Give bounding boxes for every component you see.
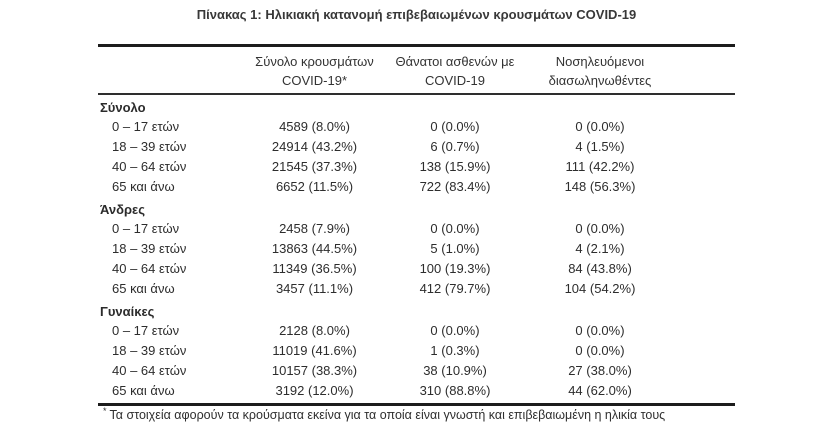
intubated-value: 27 (38.0%): [568, 363, 632, 378]
table-row: 0 – 17 ετών 2128 (8.0%) 0 (0.0%) 0 (0.0%…: [98, 321, 735, 341]
cases-value: 11349 (36.5%): [272, 261, 357, 276]
table-row: 65 και άνω 3457 (11.1%) 412 (79.7%) 104 …: [98, 279, 735, 299]
cases-value: 24914 (43.2%): [271, 139, 358, 154]
intubated-value: 4 (1.5%): [575, 139, 625, 154]
deaths-value: 38 (10.9%): [423, 363, 487, 378]
section-label: Σύνολο: [100, 100, 146, 115]
row-spacer-cell: [681, 341, 735, 361]
table-title: Πίνακας 1: Ηλικιακή κατανομή επιβεβαιωμέ…: [196, 7, 637, 22]
row-spacer-cell: [681, 219, 735, 239]
column-header-line: Νοσηλευόμενοι: [555, 54, 645, 69]
table-row: 65 και άνω 3192 (12.0%) 310 (88.8%) 44 (…: [98, 381, 735, 401]
row-spacer-cell: [681, 259, 735, 279]
cases-value: 2128 (8.0%): [279, 323, 350, 338]
header-empty-cell: [98, 52, 238, 90]
section-label: Άνδρες: [100, 202, 145, 217]
age-group-label: 18 – 39 ετών: [112, 343, 187, 358]
footnote-asterisk: *: [103, 406, 107, 416]
cases-value: 11019 (41.6%): [272, 343, 357, 358]
cases-value: 10157 (38.3%): [271, 363, 358, 378]
table-row: 40 – 64 ετών 11349 (36.5%) 100 (19.3%) 8…: [98, 259, 735, 279]
age-group-label: 18 – 39 ετών: [112, 139, 187, 154]
age-group-label: 40 – 64 ετών: [112, 261, 187, 276]
deaths-value: 138 (15.9%): [419, 159, 491, 174]
age-group-label: 0 – 17 ετών: [112, 119, 180, 134]
deaths-value: 6 (0.7%): [430, 139, 480, 154]
table-row: 18 – 39 ετών 13863 (44.5%) 5 (1.0%) 4 (2…: [98, 239, 735, 259]
intubated-value: 111 (42.2%): [565, 159, 635, 174]
row-spacer-cell: [681, 117, 735, 137]
row-spacer-cell: [681, 177, 735, 197]
age-group-label: 40 – 64 ετών: [112, 363, 187, 378]
age-group-label: 0 – 17 ετών: [112, 221, 180, 236]
table-footnote: * Τα στοιχεία αφορούν τα κρούσματα εκείνα…: [103, 403, 743, 424]
intubated-value: 0 (0.0%): [575, 343, 625, 358]
age-group-label: 18 – 39 ετών: [112, 241, 187, 256]
deaths-value: 5 (1.0%): [430, 241, 480, 256]
intubated-value: 44 (62.0%): [568, 383, 632, 398]
intubated-value: 0 (0.0%): [575, 323, 625, 338]
cases-value: 21545 (37.3%): [271, 159, 358, 174]
row-spacer-cell: [681, 239, 735, 259]
table-row: 65 και άνω 6652 (11.5%) 722 (83.4%) 148 …: [98, 177, 735, 197]
deaths-value: 0 (0.0%): [430, 221, 480, 236]
age-group-label: 40 – 64 ετών: [112, 159, 187, 174]
intubated-value: 4 (2.1%): [575, 241, 625, 256]
section-label: Γυναίκες: [100, 304, 155, 319]
column-header-line: Θάνατοι ασθενών με: [395, 54, 515, 69]
section-header-women: Γυναίκες: [98, 299, 735, 321]
table-row: 0 – 17 ετών 4589 (8.0%) 0 (0.0%) 0 (0.0%…: [98, 117, 735, 137]
table-row: 18 – 39 ετών 24914 (43.2%) 6 (0.7%) 4 (1…: [98, 137, 735, 157]
cases-value: 13863 (44.5%): [271, 241, 358, 256]
deaths-value: 722 (83.4%): [419, 179, 491, 194]
column-header-line: Σύνολο κρουσμάτων: [255, 54, 374, 69]
deaths-value: 0 (0.0%): [430, 323, 480, 338]
table-row: 40 – 64 ετών 10157 (38.3%) 38 (10.9%) 27…: [98, 361, 735, 381]
column-header-intubated: Νοσηλευόμενοι διασωληνωθέντες: [519, 52, 681, 90]
deaths-value: 0 (0.0%): [430, 119, 480, 134]
deaths-value: 310 (88.8%): [419, 383, 491, 398]
deaths-value: 100 (19.3%): [419, 261, 491, 276]
intubated-value: 0 (0.0%): [575, 221, 625, 236]
footnote-text: Τα στοιχεία αφορούν τα κρούσματα εκείνα …: [109, 408, 666, 423]
column-header-line: διασωληνωθέντες: [548, 73, 652, 88]
table-body: Σύνολο 0 – 17 ετών 4589 (8.0%) 0 (0.0%) …: [98, 95, 735, 403]
cases-value: 2458 (7.9%): [279, 221, 350, 236]
column-header-line: COVID-19*: [281, 73, 348, 88]
column-header-total-cases: Σύνολο κρουσμάτων COVID-19*: [238, 52, 391, 90]
age-group-label: 65 και άνω: [112, 179, 175, 194]
table-header-row: Σύνολο κρουσμάτων COVID-19* Θάνατοι ασθε…: [98, 47, 735, 95]
age-group-label: 65 και άνω: [112, 281, 175, 296]
intubated-value: 0 (0.0%): [575, 119, 625, 134]
column-header-line: COVID-19: [425, 73, 485, 88]
intubated-value: 148 (56.3%): [564, 179, 636, 194]
cases-value: 4589 (8.0%): [279, 119, 350, 134]
row-spacer-cell: [681, 137, 735, 157]
deaths-value: 1 (0.3%): [430, 343, 480, 358]
header-spacer-cell: [681, 52, 735, 90]
section-header-men: Άνδρες: [98, 197, 735, 219]
cases-value: 3457 (11.1%): [275, 281, 354, 296]
cases-value: 3192 (12.0%): [275, 383, 354, 398]
row-spacer-cell: [681, 361, 735, 381]
row-spacer-cell: [681, 157, 735, 177]
row-spacer-cell: [681, 381, 735, 401]
age-group-label: 65 και άνω: [112, 383, 175, 398]
row-spacer-cell: [681, 279, 735, 299]
deaths-value: 412 (79.7%): [419, 281, 491, 296]
cases-value: 6652 (11.5%): [275, 179, 354, 194]
intubated-value: 104 (54.2%): [564, 281, 636, 296]
section-header-total: Σύνολο: [98, 95, 735, 117]
column-header-deaths: Θάνατοι ασθενών με COVID-19: [391, 52, 519, 90]
covid-age-distribution-table: Σύνολο κρουσμάτων COVID-19* Θάνατοι ασθε…: [98, 44, 735, 406]
table-row: 18 – 39 ετών 11019 (41.6%) 1 (0.3%) 0 (0…: [98, 341, 735, 361]
age-group-label: 0 – 17 ετών: [112, 323, 180, 338]
intubated-value: 84 (43.8%): [568, 261, 632, 276]
table-row: 0 – 17 ετών 2458 (7.9%) 0 (0.0%) 0 (0.0%…: [98, 219, 735, 239]
table-row: 40 – 64 ετών 21545 (37.3%) 138 (15.9%) 1…: [98, 157, 735, 177]
row-spacer-cell: [681, 321, 735, 341]
